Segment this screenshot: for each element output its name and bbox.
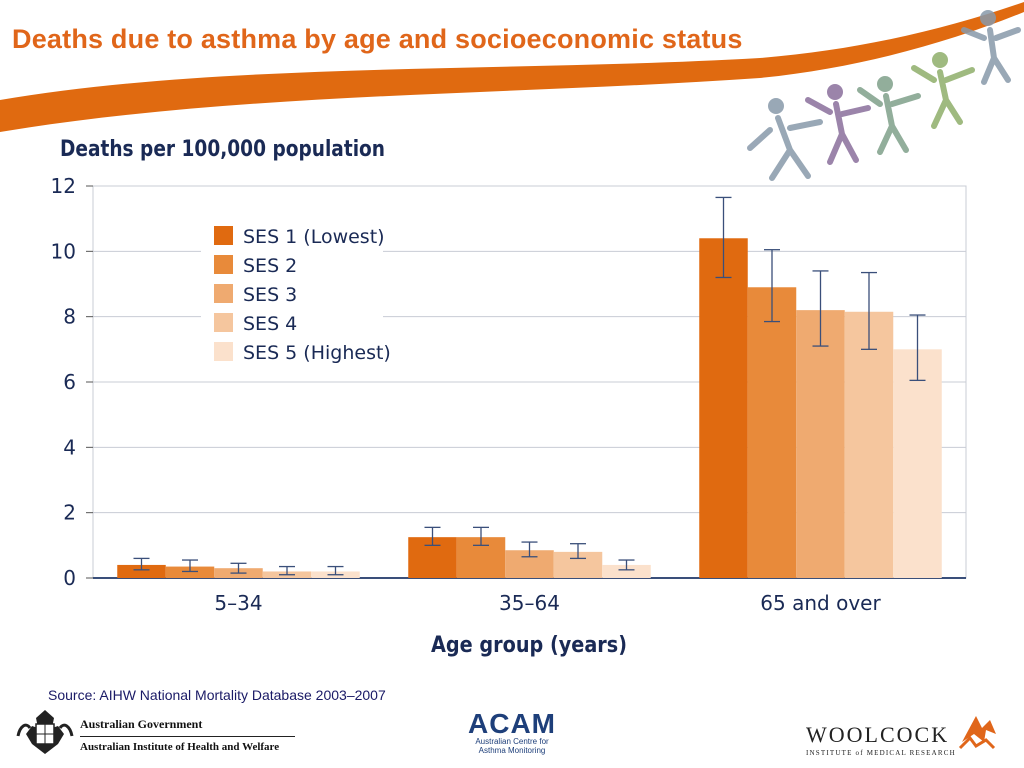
y-tick-label: 12 (51, 174, 76, 198)
aihw-logo-text: Australian Government Australian Institu… (80, 717, 295, 753)
legend-swatch (214, 284, 233, 303)
woolcock-flame-logo (958, 716, 996, 750)
acam-logo-line2: Asthma Monitoring (478, 746, 546, 755)
woolcock-logo: WOOLCOCK INSTITUTE of MEDICAL RESEARCH (806, 722, 956, 758)
people-figures-icon (747, 10, 1021, 181)
bar (747, 287, 797, 578)
error-bar (618, 559, 635, 571)
error-bar (424, 526, 441, 546)
y-tick-label: 10 (51, 239, 76, 263)
legend-label: SES 4 (243, 313, 297, 335)
x-tick-label: 5–34 (214, 591, 262, 615)
legend-label: SES 2 (243, 255, 297, 277)
error-bar (909, 314, 926, 382)
error-bar (327, 565, 344, 576)
y-tick-label: 4 (63, 435, 76, 459)
x-tick-label: 65 and over (760, 591, 881, 615)
y-tick-label: 8 (63, 305, 76, 329)
coat-of-arms-logo (16, 710, 74, 754)
slide-title: Deaths due to asthma by age and socioeco… (12, 24, 743, 54)
bar (602, 564, 651, 578)
x-axis-label: Age group (years) (431, 633, 627, 658)
legend-swatch (214, 342, 233, 361)
error-bar (521, 541, 538, 558)
error-bar (764, 249, 780, 323)
woolcock-logo-sub: INSTITUTE of MEDICAL RESEARCH (806, 749, 956, 757)
error-bar (570, 543, 586, 560)
bar (117, 564, 166, 578)
legend-label: SES 3 (243, 284, 297, 306)
legend-swatch (214, 313, 233, 332)
bar (893, 349, 942, 578)
legend-label: SES 5 (Highest) (243, 342, 391, 364)
legend-swatch (214, 226, 233, 245)
orange-swoosh (0, 2, 1024, 132)
acam-logo-title: ACAM (468, 708, 556, 739)
woolcock-logo-name: WOOLCOCK (806, 722, 950, 747)
header-swoosh-decoration (0, 2, 1024, 181)
error-bar (861, 271, 877, 350)
bar (796, 310, 845, 578)
error-bar (715, 196, 732, 279)
x-tick-label: 35–64 (499, 591, 560, 615)
bar (699, 238, 748, 578)
error-bar (279, 565, 295, 576)
legend: SES 1 (Lowest) SES 2 SES 3 SES 4 SES 5 (High… (201, 215, 391, 368)
error-bar (182, 559, 198, 573)
error-bar (812, 270, 829, 347)
y-tick-label: 2 (63, 501, 76, 525)
bar (165, 566, 215, 578)
source-note: Source: AIHW National Mortality Database… (48, 687, 386, 703)
gov-line1: Australian Government (80, 717, 295, 737)
gov-line2: Australian Institute of Health and Welfa… (80, 741, 280, 753)
acam-logo-line1: Australian Centre for (475, 737, 549, 746)
y-tick-label: 0 (63, 566, 76, 590)
legend-swatch (214, 255, 233, 274)
error-bar (473, 526, 489, 546)
error-bar (230, 562, 247, 574)
chart-title: Deaths per 100,000 population (60, 137, 385, 162)
y-tick-label: 6 (63, 370, 76, 394)
error-bars-group (133, 196, 926, 576)
acam-logo: ACAM Australian Centre for Asthma Monito… (462, 708, 562, 756)
bar-chart: Deaths per 100,000 population 024681012 … (51, 137, 967, 658)
x-axis: 5–34 35–64 65 and over (214, 591, 881, 615)
legend-label: SES 1 (Lowest) (243, 226, 385, 248)
error-bar (133, 557, 150, 571)
bar (844, 311, 894, 578)
